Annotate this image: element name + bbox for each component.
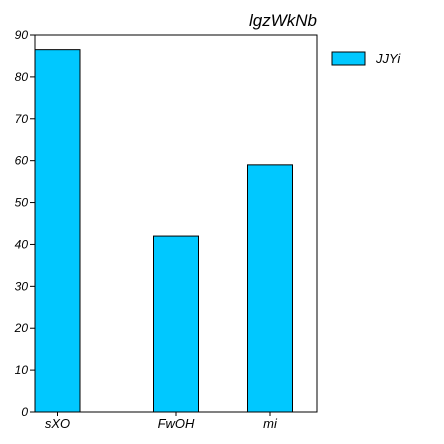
y-tick-label: 60 (15, 154, 29, 168)
x-axis: sXO FwOH mi (45, 412, 278, 431)
y-tick-label: 50 (15, 196, 29, 210)
bars-group (34, 49, 293, 413)
y-tick-label: 90 (15, 28, 29, 42)
bar (153, 235, 199, 413)
x-tick-label: mi (263, 416, 278, 431)
y-tick-label: 70 (15, 112, 29, 126)
chart-title: lgzWkNb (249, 11, 317, 30)
y-tick-label: 30 (15, 279, 29, 293)
y-axis: 0 10 20 30 40 50 60 70 80 90 (14, 28, 35, 419)
bar (247, 164, 293, 413)
y-tick-label: 10 (15, 363, 29, 377)
y-tick-label: 0 (21, 405, 28, 419)
x-tick-label: sXO (45, 416, 70, 431)
legend: JJYi (331, 51, 401, 66)
x-tick-label: FwOH (158, 416, 195, 431)
y-tick-label: 80 (15, 70, 29, 84)
bar (34, 49, 81, 413)
legend-swatch (331, 51, 366, 66)
y-tick-label: 20 (14, 321, 29, 335)
y-tick-label: 40 (15, 237, 29, 251)
legend-label: JJYi (375, 51, 401, 66)
